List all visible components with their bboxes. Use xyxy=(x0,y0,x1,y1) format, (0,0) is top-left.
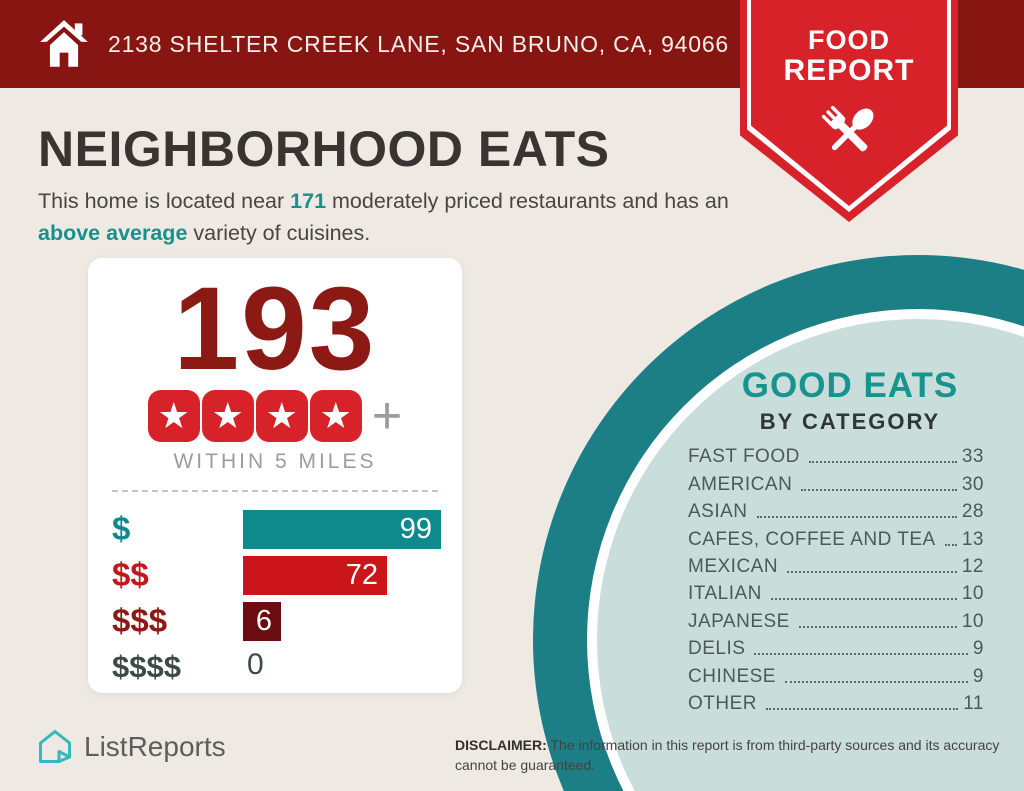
disclaimer: DISCLAIMER: The information in this repo… xyxy=(455,737,1000,773)
good-eats-subtitle: BY CATEGORY xyxy=(759,409,941,434)
home-icon xyxy=(40,20,88,67)
dotted-leader xyxy=(770,598,957,601)
category-value: 28 xyxy=(961,501,984,523)
page-title: NEIGHBORHOOD EATS xyxy=(38,121,610,177)
category-row: JAPANESE 10 xyxy=(688,605,984,632)
ribbon-title: FOOD REPORT xyxy=(783,25,915,88)
summary-card: 193 ★ ★ ★ ★ + WITHIN 5 MILES $ 99 $$ 72 xyxy=(88,258,462,693)
category-value: 9 xyxy=(972,638,984,660)
category-label: ITALIAN xyxy=(688,583,762,605)
category-label: CHINESE xyxy=(688,665,776,687)
brand-logo: ListReports xyxy=(35,727,226,767)
dotted-leader xyxy=(944,543,957,546)
property-address: 2138 SHELTER CREEK LANE, SAN BRUNO, CA, … xyxy=(108,30,730,57)
category-label: JAPANESE xyxy=(688,610,790,632)
category-row: DELIS 9 xyxy=(688,633,984,660)
category-row: CHINESE 9 xyxy=(688,660,984,687)
good-eats-header: GOOD EATS BY CATEGORY xyxy=(640,366,1024,435)
price-bar-chart: $ 99 $$ 72 $$$ 6 $$$$ 0 xyxy=(112,506,462,690)
bar-value: 6 xyxy=(255,604,272,637)
price-tier-label: $ xyxy=(112,510,131,547)
category-value: 30 xyxy=(961,473,984,495)
bar: 72 xyxy=(243,555,387,595)
bar-row: $ 99 xyxy=(112,506,462,552)
category-label: CAFES, COFFEE AND TEA xyxy=(688,528,936,550)
category-list: FAST FOOD 33 AMERICAN 30 ASIAN 28 CAFES, CO… xyxy=(688,441,984,715)
disclaimer-label: DISCLAIMER: xyxy=(455,737,547,753)
price-tier-label: $$ xyxy=(112,556,149,593)
radius-caption: WITHIN 5 MILES xyxy=(173,450,377,473)
dotted-leader xyxy=(787,570,957,573)
star-icon: ★ xyxy=(201,390,254,442)
dotted-leader xyxy=(766,707,959,710)
category-value: 12 xyxy=(961,555,984,577)
star-icon: ★ xyxy=(147,390,200,442)
category-label: AMERICAN xyxy=(688,473,793,495)
category-value: 11 xyxy=(963,692,984,714)
bar: 6 xyxy=(243,601,281,641)
listreports-icon xyxy=(39,730,71,763)
bar-row: $$ 72 xyxy=(112,552,462,598)
star-rating: ★ ★ ★ ★ + xyxy=(88,390,462,442)
price-tier-label: $$$$ xyxy=(112,649,181,684)
category-row: AMERICAN 30 xyxy=(688,468,984,495)
total-count: 193 xyxy=(173,263,377,395)
category-value: 10 xyxy=(961,610,984,632)
dashed-divider xyxy=(112,490,438,492)
dotted-leader xyxy=(784,680,968,683)
dotted-leader xyxy=(798,625,957,628)
bar-row: $$$$ 0 xyxy=(112,644,462,690)
bar-value: 72 xyxy=(345,558,378,591)
category-value: 10 xyxy=(961,583,984,605)
category-row: OTHER 11 xyxy=(688,688,984,715)
category-value: 9 xyxy=(972,665,984,687)
price-tier-label: $$$ xyxy=(112,602,168,639)
category-value: 13 xyxy=(961,528,984,550)
brand-name: ListReports xyxy=(84,731,226,762)
category-value: 33 xyxy=(961,446,984,468)
dotted-leader xyxy=(754,653,968,656)
dotted-leader xyxy=(801,488,957,491)
variety-highlight: above average xyxy=(38,220,188,245)
bar-value: 0 xyxy=(247,647,264,681)
category-row: FAST FOOD 33 xyxy=(688,441,984,468)
good-eats-title: GOOD EATS xyxy=(741,366,959,405)
bar: 99 xyxy=(243,509,441,549)
good-eats-circle xyxy=(533,255,1024,791)
category-label: DELIS xyxy=(688,638,746,660)
star-icon: ★ xyxy=(255,390,308,442)
dotted-leader xyxy=(808,461,957,464)
category-label: OTHER xyxy=(688,692,757,714)
bar-row: $$$ 6 xyxy=(112,598,462,644)
category-label: ASIAN xyxy=(688,501,748,523)
category-row: MEXICAN 12 xyxy=(688,551,984,578)
category-row: CAFES, COFFEE AND TEA 13 xyxy=(688,523,984,550)
plus-sign: + xyxy=(371,387,403,445)
restaurant-count: 171 xyxy=(290,189,327,213)
category-row: ASIAN 28 xyxy=(688,496,984,523)
spoon-fork-icon xyxy=(821,105,874,152)
category-label: FAST FOOD xyxy=(688,446,800,468)
bar-value: 99 xyxy=(399,512,432,545)
dotted-leader xyxy=(756,516,957,519)
intro-text: This home is located near 171 moderately… xyxy=(38,189,729,245)
food-report-ribbon: FOOD REPORT xyxy=(740,0,958,222)
star-icon: ★ xyxy=(309,390,362,442)
category-row: ITALIAN 10 xyxy=(688,578,984,605)
category-label: MEXICAN xyxy=(688,555,779,577)
